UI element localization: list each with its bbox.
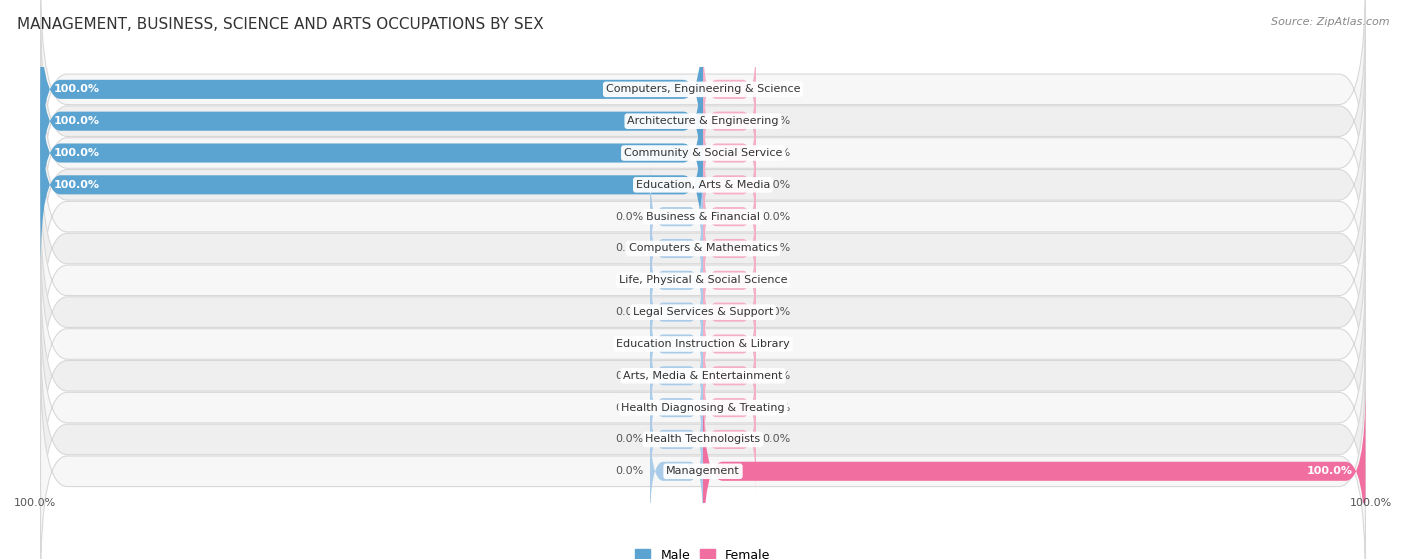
FancyBboxPatch shape xyxy=(650,321,703,430)
Text: Business & Financial: Business & Financial xyxy=(645,212,761,222)
FancyBboxPatch shape xyxy=(703,290,756,398)
Text: Education Instruction & Library: Education Instruction & Library xyxy=(616,339,790,349)
Text: 100.0%: 100.0% xyxy=(14,498,56,508)
FancyBboxPatch shape xyxy=(703,131,756,239)
Text: 100.0%: 100.0% xyxy=(53,116,100,126)
Text: Community & Social Service: Community & Social Service xyxy=(624,148,782,158)
FancyBboxPatch shape xyxy=(41,105,1365,329)
Text: 0.0%: 0.0% xyxy=(762,244,790,253)
Text: Education, Arts & Media: Education, Arts & Media xyxy=(636,180,770,190)
Text: 100.0%: 100.0% xyxy=(53,84,100,94)
FancyBboxPatch shape xyxy=(41,35,703,207)
Text: 100.0%: 100.0% xyxy=(53,180,100,190)
FancyBboxPatch shape xyxy=(41,9,1365,233)
Text: MANAGEMENT, BUSINESS, SCIENCE AND ARTS OCCUPATIONS BY SEX: MANAGEMENT, BUSINESS, SCIENCE AND ARTS O… xyxy=(17,17,544,32)
FancyBboxPatch shape xyxy=(703,163,756,271)
Text: Health Diagnosing & Treating: Health Diagnosing & Treating xyxy=(621,402,785,413)
FancyBboxPatch shape xyxy=(41,359,1365,559)
FancyBboxPatch shape xyxy=(41,264,1365,488)
FancyBboxPatch shape xyxy=(650,290,703,398)
Text: Computers & Mathematics: Computers & Mathematics xyxy=(628,244,778,253)
FancyBboxPatch shape xyxy=(650,385,703,494)
Text: 0.0%: 0.0% xyxy=(762,180,790,190)
Text: Legal Services & Support: Legal Services & Support xyxy=(633,307,773,317)
Legend: Male, Female: Male, Female xyxy=(630,543,776,559)
FancyBboxPatch shape xyxy=(703,99,756,207)
Text: 0.0%: 0.0% xyxy=(616,371,644,381)
Text: 0.0%: 0.0% xyxy=(616,466,644,476)
Text: 0.0%: 0.0% xyxy=(762,148,790,158)
Text: Management: Management xyxy=(666,466,740,476)
Text: 0.0%: 0.0% xyxy=(616,244,644,253)
FancyBboxPatch shape xyxy=(41,232,1365,456)
Text: 0.0%: 0.0% xyxy=(616,434,644,444)
Text: 0.0%: 0.0% xyxy=(762,434,790,444)
Text: 0.0%: 0.0% xyxy=(762,84,790,94)
Text: 100.0%: 100.0% xyxy=(53,148,100,158)
Text: Health Technologists: Health Technologists xyxy=(645,434,761,444)
Text: 0.0%: 0.0% xyxy=(616,339,644,349)
FancyBboxPatch shape xyxy=(703,35,756,144)
Text: 0.0%: 0.0% xyxy=(616,402,644,413)
FancyBboxPatch shape xyxy=(41,73,1365,297)
FancyBboxPatch shape xyxy=(41,168,1365,392)
FancyBboxPatch shape xyxy=(650,226,703,334)
FancyBboxPatch shape xyxy=(41,67,703,239)
Text: Life, Physical & Social Science: Life, Physical & Social Science xyxy=(619,276,787,285)
FancyBboxPatch shape xyxy=(703,321,756,430)
Text: 0.0%: 0.0% xyxy=(762,212,790,222)
FancyBboxPatch shape xyxy=(41,200,1365,424)
FancyBboxPatch shape xyxy=(650,353,703,462)
Text: 0.0%: 0.0% xyxy=(762,339,790,349)
FancyBboxPatch shape xyxy=(41,41,1365,265)
FancyBboxPatch shape xyxy=(41,99,703,271)
Text: 0.0%: 0.0% xyxy=(762,276,790,285)
Text: Computers, Engineering & Science: Computers, Engineering & Science xyxy=(606,84,800,94)
FancyBboxPatch shape xyxy=(703,226,756,334)
FancyBboxPatch shape xyxy=(41,328,1365,552)
Text: 0.0%: 0.0% xyxy=(762,371,790,381)
FancyBboxPatch shape xyxy=(703,258,756,366)
Text: 0.0%: 0.0% xyxy=(616,212,644,222)
FancyBboxPatch shape xyxy=(703,385,756,494)
FancyBboxPatch shape xyxy=(703,195,756,302)
FancyBboxPatch shape xyxy=(41,3,703,176)
FancyBboxPatch shape xyxy=(703,67,756,176)
Text: Arts, Media & Entertainment: Arts, Media & Entertainment xyxy=(623,371,783,381)
FancyBboxPatch shape xyxy=(703,385,1365,557)
Text: 0.0%: 0.0% xyxy=(616,307,644,317)
Text: 0.0%: 0.0% xyxy=(762,307,790,317)
Text: Source: ZipAtlas.com: Source: ZipAtlas.com xyxy=(1271,17,1389,27)
Text: 100.0%: 100.0% xyxy=(1306,466,1353,476)
Text: 0.0%: 0.0% xyxy=(762,116,790,126)
FancyBboxPatch shape xyxy=(41,296,1365,520)
Text: Architecture & Engineering: Architecture & Engineering xyxy=(627,116,779,126)
Text: 0.0%: 0.0% xyxy=(762,402,790,413)
FancyBboxPatch shape xyxy=(650,258,703,366)
FancyBboxPatch shape xyxy=(650,417,703,525)
FancyBboxPatch shape xyxy=(41,136,1365,361)
Text: 0.0%: 0.0% xyxy=(616,276,644,285)
FancyBboxPatch shape xyxy=(650,163,703,271)
FancyBboxPatch shape xyxy=(41,0,1365,201)
Text: 100.0%: 100.0% xyxy=(1350,498,1392,508)
FancyBboxPatch shape xyxy=(703,353,756,462)
FancyBboxPatch shape xyxy=(650,195,703,302)
